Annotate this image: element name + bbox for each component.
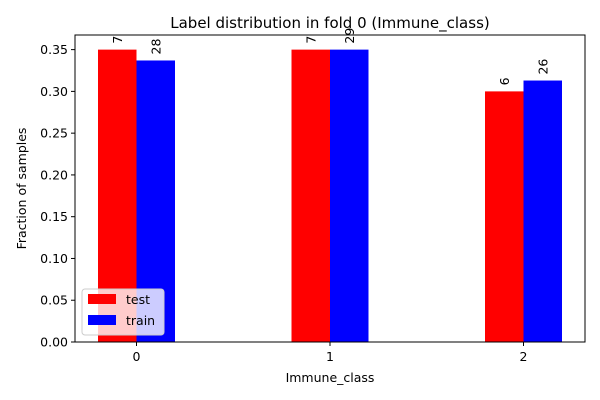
bar-labels-layer: 7 7 6 28 29 26 <box>110 28 551 86</box>
legend-swatch-test <box>88 294 116 304</box>
y-tick-label: 0.10 <box>40 251 68 266</box>
bar-test-1 <box>291 49 330 342</box>
legend-swatch-train <box>88 315 116 325</box>
x-axis-label: Immune_class <box>286 370 375 385</box>
legend-label-test: test <box>126 292 150 307</box>
y-tick-label: 0.15 <box>40 209 68 224</box>
y-tick-label: 0.30 <box>40 84 68 99</box>
y-axis-label: Fraction of samples <box>14 128 29 250</box>
x-tick-label: 1 <box>326 349 334 364</box>
bar-label-test-2: 6 <box>497 77 512 85</box>
bar-label-test-0: 7 <box>110 36 125 44</box>
bar-label-train-2: 26 <box>536 59 551 75</box>
bar-test-2 <box>485 91 524 342</box>
y-axis: 0.00 0.05 0.10 0.15 0.20 0.25 0.30 0.35 <box>40 42 75 350</box>
legend: test train <box>81 288 165 336</box>
x-tick-label: 2 <box>520 349 528 364</box>
bar-label-train-1: 29 <box>342 28 357 44</box>
y-tick-label: 0.00 <box>40 335 68 350</box>
bars-layer <box>98 49 562 342</box>
y-tick-label: 0.25 <box>40 126 68 141</box>
bar-train-1 <box>330 49 369 342</box>
x-tick-label: 0 <box>133 349 141 364</box>
bar-label-train-0: 28 <box>149 39 164 55</box>
bar-label-test-1: 7 <box>304 36 319 44</box>
bar-train-2 <box>523 80 562 342</box>
x-axis: 0 1 2 <box>133 342 528 364</box>
chart-title: Label distribution in fold 0 (Immune_cla… <box>170 14 489 33</box>
y-tick-label: 0.20 <box>40 167 68 182</box>
y-tick-label: 0.35 <box>40 42 68 57</box>
legend-label-train: train <box>126 313 155 328</box>
y-tick-label: 0.05 <box>40 293 68 308</box>
